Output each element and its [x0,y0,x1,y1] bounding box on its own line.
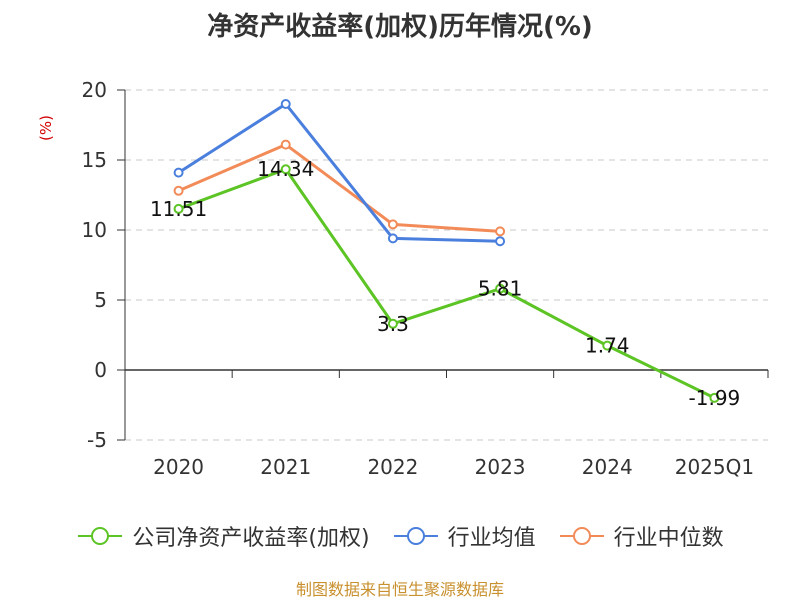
data-label: 5.81 [478,277,523,301]
chart-title: 净资产收益率(加权)历年情况(%) [207,12,593,42]
data-point [280,164,291,175]
legend-item-company[interactable]: 公司净资产收益率(加权) [76,520,370,552]
legend-label-industry-mean: 行业均值 [447,526,536,551]
data-point [173,185,184,196]
data-label: -1.99 [689,386,741,410]
x-tick-label: 2021 [260,455,311,479]
legend-label-industry-median: 行业中位数 [613,526,724,551]
x-tick-label: 2020 [153,455,204,479]
legend: 公司净资产收益率(加权) 行业均值 行业中位数 [0,520,800,552]
line-chart: 20 15 10 5 0 -5 2020 2021 2022 2023 2024 2025Q1 11.5… [82,78,769,479]
data-point [280,99,291,109]
x-tick-label: 2022 [367,455,418,479]
data-point [495,226,506,237]
data-point [709,392,720,403]
y-tick-label: 15 [82,148,107,172]
data-label: 11.51 [150,197,207,221]
legend-line-green-icon [78,527,123,545]
data-point [387,318,398,329]
data-source-note: 制图数据来自恒生聚源数据库 [295,580,504,599]
x-tick-label: 2024 [582,455,633,479]
data-label: 3.3 [377,312,409,336]
data-point [495,283,506,294]
y-tick-label: 5 [94,288,107,312]
data-point [602,340,613,351]
x-tick-label: 2025Q1 [675,455,754,479]
data-point [173,167,184,178]
data-label: 14.34 [257,157,314,181]
legend-item-industry-mean[interactable]: 行业均值 [392,520,536,552]
legend-label-company: 公司净资产收益率(加权) [132,526,370,551]
series-line [178,167,716,400]
series-line [177,143,501,233]
y-tick-label: 20 [82,78,107,102]
data-label: 1.74 [585,334,630,358]
series-line [177,102,501,243]
y-tick-label: 0 [94,358,107,382]
data-point [387,219,398,230]
data-point [280,139,291,150]
legend-line-blue-icon [393,527,438,545]
legend-line-orange-icon [559,527,604,545]
y-tick-label: -5 [87,428,107,452]
y-tick-label: 10 [82,218,107,242]
data-point [387,233,398,244]
legend-item-industry-median[interactable]: 行业中位数 [558,520,724,552]
data-point [173,203,184,214]
data-point [495,236,506,247]
x-tick-label: 2023 [475,455,526,479]
